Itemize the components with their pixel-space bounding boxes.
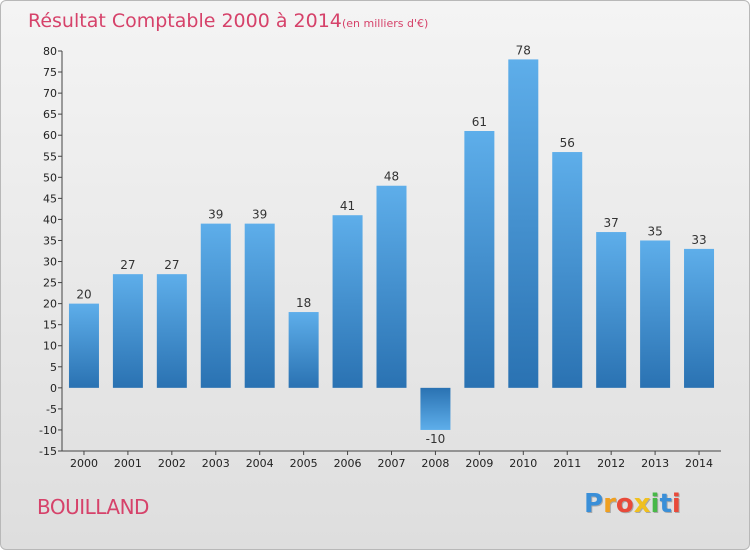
logo-letter: i [671, 489, 681, 519]
bar-2010 [508, 59, 539, 388]
y-tick-label: 50 [43, 171, 57, 184]
x-tick-label: 2001 [114, 457, 142, 470]
chart-subtitle: (en milliers d'€) [342, 17, 428, 30]
bar-2011 [552, 152, 583, 388]
value-label-2014: 33 [691, 233, 706, 247]
logo-letter: t [659, 489, 672, 519]
y-tick-label: 70 [43, 87, 57, 100]
value-label-2011: 56 [560, 136, 575, 150]
value-label-2002: 27 [164, 258, 179, 272]
bar-2005 [288, 312, 319, 388]
bar-2001 [112, 274, 143, 388]
x-tick-label: 2003 [202, 457, 230, 470]
bar-2002 [156, 274, 187, 388]
value-label-2004: 39 [252, 208, 267, 222]
logo-letter: P [584, 489, 604, 519]
y-tick-label: 45 [43, 192, 57, 205]
x-tick-label: 2005 [290, 457, 318, 470]
value-label-2003: 39 [208, 208, 223, 222]
bar-2013 [640, 240, 671, 388]
x-tick-label: 2008 [421, 457, 449, 470]
value-label-2013: 35 [647, 224, 662, 238]
y-tick-label: 0 [50, 382, 57, 395]
bar-2012 [596, 232, 627, 388]
y-tick-label: -10 [39, 424, 57, 437]
y-tick-label: 35 [43, 234, 57, 247]
bar-2003 [200, 223, 231, 388]
logo-letter: x [633, 489, 651, 519]
bars [68, 59, 715, 430]
y-tick-label: 80 [43, 45, 57, 58]
bar-2009 [464, 131, 495, 388]
y-tick-label: 30 [43, 256, 57, 269]
commune-name: BOUILLAND [37, 495, 149, 519]
value-labels: 20 27 27 39 39 18 41 48 -10 61 78 56 37 35 33 [76, 43, 706, 446]
y-tick-label: 10 [43, 340, 57, 353]
y-tick-label: -15 [39, 445, 57, 458]
value-label-2000: 20 [76, 288, 91, 302]
x-tick-label: 2014 [685, 457, 713, 470]
chart-title: Résultat Comptable 2000 à 2014 [28, 10, 342, 32]
bar-2008 [420, 387, 451, 430]
value-label-2010: 78 [516, 43, 531, 57]
bar-2006 [332, 215, 363, 388]
value-label-2005: 18 [296, 296, 311, 310]
logo-letter: r [603, 489, 616, 519]
y-tick-label: 55 [43, 150, 57, 163]
y-tick-label: 60 [43, 129, 57, 142]
value-label-2012: 37 [604, 216, 619, 230]
y-tick-label: 65 [43, 108, 57, 121]
x-tick-label: 2004 [246, 457, 274, 470]
y-tick-label: 75 [43, 66, 57, 79]
y-tick-label: 5 [50, 361, 57, 374]
value-label-2009: 61 [472, 115, 487, 129]
bar-2004 [244, 223, 275, 388]
bar-2007 [376, 185, 407, 388]
x-tick-label: 2013 [641, 457, 669, 470]
value-label-2006: 41 [340, 199, 355, 213]
x-tick-label: 2009 [465, 457, 493, 470]
proxiti-logo: Proxiti [584, 489, 681, 519]
y-tick-label: 25 [43, 277, 57, 290]
value-label-2001: 27 [120, 258, 135, 272]
x-tick-label: 2012 [597, 457, 625, 470]
x-tick-label: 2007 [378, 457, 406, 470]
x-tick-label: 2011 [553, 457, 581, 470]
x-tick-label: 2006 [334, 457, 362, 470]
axes: -15 -10 -5 0 5 10 15 20 25 30 35 40 45 50 55 60 65 70 75 80… [39, 45, 721, 470]
y-tick-label: 20 [43, 298, 57, 311]
bar-2000 [68, 303, 99, 388]
y-tick-label: 40 [43, 213, 57, 226]
y-tick-label: 15 [43, 319, 57, 332]
y-tick-label: -5 [46, 403, 57, 416]
logo-letter: i [650, 489, 660, 519]
x-tick-label: 2000 [70, 457, 98, 470]
value-label-2007: 48 [384, 170, 399, 184]
bar-2014 [684, 248, 715, 388]
value-label-2008: -10 [426, 432, 446, 446]
logo-letter: o [615, 489, 634, 519]
x-tick-label: 2010 [509, 457, 537, 470]
x-tick-label: 2002 [158, 457, 186, 470]
